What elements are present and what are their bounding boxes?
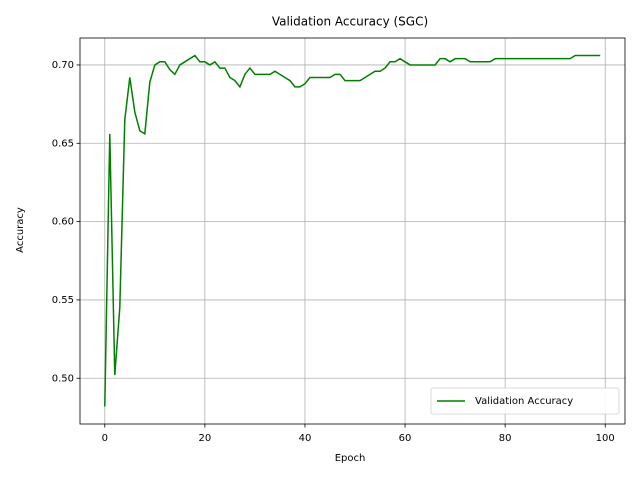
y-tick-label: 0.50 — [52, 373, 74, 384]
x-tick-label: 100 — [596, 433, 615, 444]
y-tick-label: 0.60 — [52, 217, 74, 228]
y-tick-label: 0.65 — [52, 138, 74, 149]
y-tick-label: 0.55 — [52, 295, 74, 306]
x-tick-label: 60 — [399, 433, 412, 444]
x-tick-label: 0 — [102, 433, 108, 444]
y-tick-label: 0.70 — [52, 60, 74, 71]
y-axis-label: Accuracy — [15, 207, 26, 253]
data-line — [104, 54, 601, 407]
chart-title: Validation Accuracy (SGC) — [272, 15, 428, 29]
legend-label: Validation Accuracy — [475, 396, 573, 407]
x-tick-label: 20 — [198, 433, 211, 444]
legend-box — [430, 387, 620, 415]
x-tick-label: 80 — [499, 433, 512, 444]
x-tick-label: 40 — [299, 433, 312, 444]
plot-frame — [79, 37, 626, 425]
x-axis-label: Epoch — [335, 453, 366, 464]
